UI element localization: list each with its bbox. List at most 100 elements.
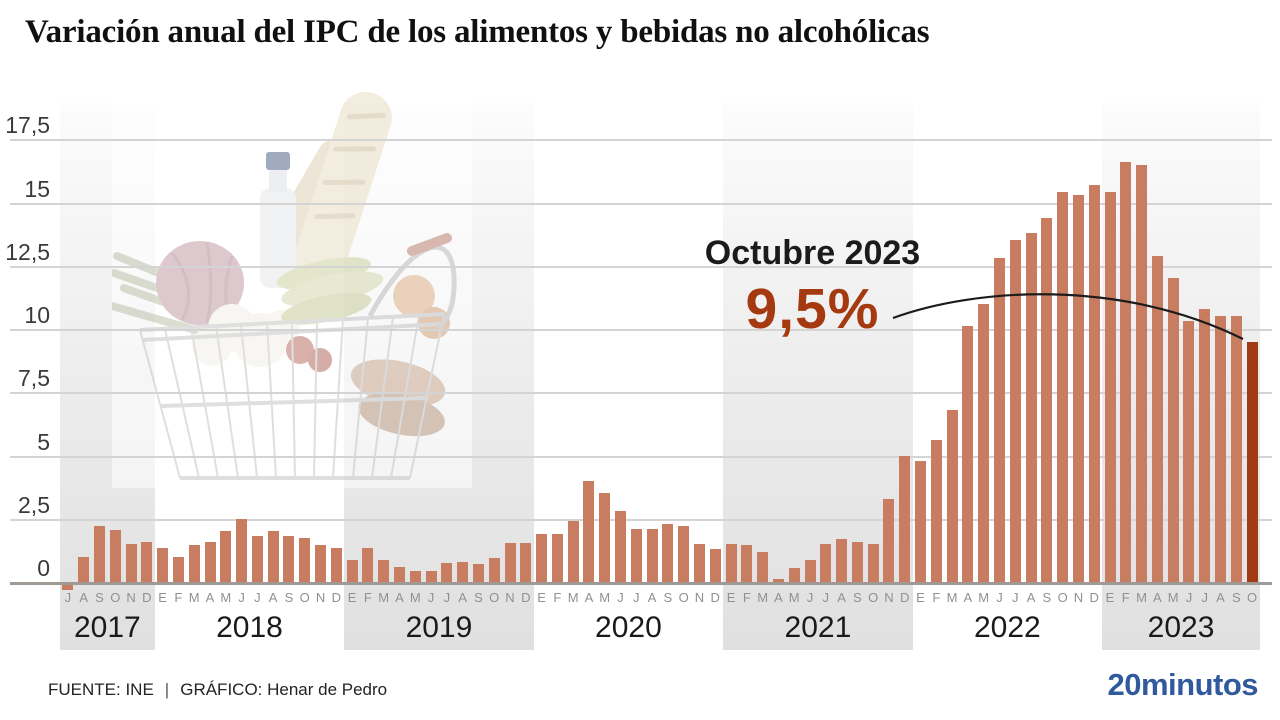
month-label-2023-71: J — [1185, 590, 1193, 605]
bar-2019-D-29 — [520, 542, 532, 582]
month-label-2018-9: A — [205, 590, 215, 605]
month-label-2020-35: J — [617, 590, 624, 605]
month-label-2020-40: N — [694, 590, 705, 605]
bar-2019-M-20 — [378, 560, 390, 582]
month-label-2022-56: M — [946, 590, 958, 605]
month-label-2018-7: F — [174, 590, 183, 605]
month-label-2022-62: S — [1042, 590, 1052, 605]
bar-2020-J-36 — [630, 528, 642, 582]
month-label-2019-28: N — [505, 590, 515, 605]
year-label-2022: 2022 — [973, 611, 1041, 644]
bar-2023-A-73 — [1215, 316, 1227, 582]
bar-2021-E-42 — [725, 544, 737, 582]
month-label-2018-11: J — [238, 590, 245, 605]
bar-2018-N-16 — [315, 545, 327, 582]
bar-2021-O-51 — [867, 544, 879, 582]
month-label-2021-49: A — [837, 590, 846, 605]
month-label-2022-63: O — [1057, 590, 1068, 605]
month-label-2023-69: A — [1153, 590, 1162, 605]
bar-2017-O-3 — [109, 530, 121, 582]
bar-2018-D-17 — [330, 547, 342, 582]
gridline-2,5 — [10, 518, 1272, 521]
bar-2023-M-70 — [1167, 278, 1179, 582]
month-label-2021-42: E — [726, 590, 736, 605]
bar-2023-M-68 — [1136, 164, 1148, 582]
bar-2018-M-8 — [188, 545, 200, 582]
month-label-2020-38: S — [663, 590, 673, 605]
month-label-2019-24: J — [443, 590, 451, 605]
month-label-2019-21: A — [395, 590, 404, 605]
bar-2022-J-60 — [1009, 240, 1021, 582]
month-label-2022-64: N — [1073, 590, 1084, 605]
y-axis-label-2,5: 2,5 — [18, 491, 50, 518]
year-label-2020: 2020 — [595, 611, 662, 644]
year-label-2019: 2019 — [405, 611, 473, 644]
month-label-2023-74: S — [1231, 590, 1241, 605]
bar-2019-A-21 — [393, 566, 405, 582]
month-label-2023-73: A — [1216, 590, 1225, 605]
month-label-2017-4: N — [126, 590, 136, 605]
month-label-2017-1: A — [79, 590, 88, 605]
month-label-2020-34: M — [599, 590, 611, 605]
month-label-2019-22: M — [409, 590, 421, 605]
month-label-2020-30: E — [537, 590, 546, 605]
bar-2021-N-52 — [883, 498, 895, 582]
month-label-2018-12: J — [254, 590, 261, 605]
bar-2019-A-25 — [457, 561, 469, 582]
month-label-2022-65: D — [1089, 590, 1099, 605]
bar-2017-S-2 — [93, 526, 105, 582]
month-label-2019-19: F — [363, 590, 372, 605]
footer-separator: | — [164, 680, 170, 699]
red-onion — [156, 241, 244, 325]
bar-2019-J-24 — [441, 563, 453, 582]
month-label-2020-32: M — [567, 590, 579, 605]
bar-2017-J-0 — [62, 582, 74, 591]
gridline-12,5 — [10, 265, 1272, 268]
y-axis-label-0: 0 — [37, 555, 50, 581]
y-axis-label-15: 15 — [24, 175, 50, 202]
month-label-2018-16: N — [315, 590, 326, 605]
month-label-2021-44: M — [757, 590, 769, 605]
month-label-2019-20: M — [378, 590, 390, 605]
tomatoes — [286, 336, 332, 372]
month-label-2019-18: E — [347, 590, 357, 605]
bar-2019-N-28 — [504, 542, 516, 582]
month-label-2020-41: D — [710, 590, 720, 605]
month-label-2021-43: F — [742, 590, 751, 605]
bar-2019-E-18 — [346, 560, 358, 582]
source-label: FUENTE: INE — [48, 680, 154, 699]
footer-credits: FUENTE: INE | GRÁFICO: Henar de Pedro — [48, 680, 387, 700]
bar-2018-E-6 — [157, 547, 169, 582]
month-label-2021-51: O — [868, 590, 879, 605]
bar-2020-M-34 — [599, 493, 611, 582]
month-label-2023-72: J — [1201, 590, 1208, 605]
brand-logo: 20minutos — [1107, 667, 1258, 702]
year-label-2017: 2017 — [73, 611, 141, 644]
bar-2019-O-27 — [488, 557, 500, 582]
bar-2018-A-9 — [204, 541, 216, 582]
month-label-2023-75: O — [1247, 590, 1258, 605]
bar-2021-J-48 — [820, 544, 832, 582]
bar-2023-S-74 — [1230, 316, 1242, 582]
bar-2020-E-30 — [536, 533, 548, 582]
month-label-2018-6: E — [158, 590, 167, 605]
month-label-2023-70: M — [1167, 590, 1179, 605]
year-label-2021: 2021 — [784, 611, 852, 644]
month-label-2019-29: D — [521, 590, 531, 605]
cauliflower — [192, 304, 300, 367]
month-label-2019-26: S — [474, 590, 483, 605]
month-label-2021-45: A — [774, 590, 783, 605]
bar-2023-E-66 — [1104, 192, 1116, 582]
bar-2020-J-35 — [615, 511, 627, 582]
bar-2022-M-56 — [946, 409, 958, 582]
month-label-2023-68: M — [1136, 590, 1147, 605]
month-label-2020-36: J — [633, 590, 640, 605]
bar-2021-M-44 — [757, 551, 769, 582]
month-label-2021-46: M — [788, 590, 800, 605]
bar-2019-J-23 — [425, 570, 437, 582]
bar-2019-M-22 — [409, 570, 421, 582]
month-label-2022-57: A — [963, 590, 973, 605]
bar-2021-A-45 — [772, 579, 784, 582]
bar-2022-F-55 — [930, 440, 942, 582]
